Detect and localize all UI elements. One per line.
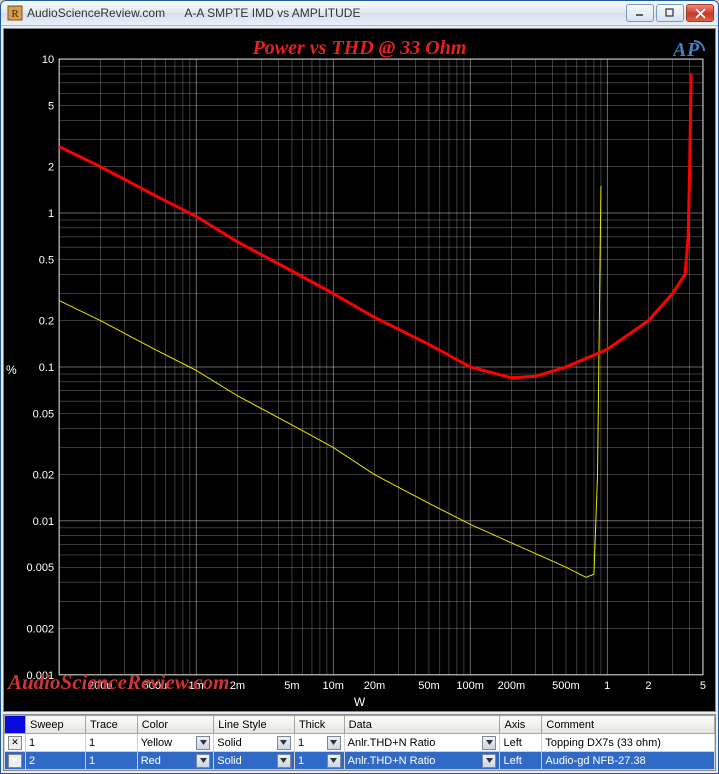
- linestyle-cell[interactable]: Solid: [214, 734, 295, 752]
- thick-cell[interactable]: 1: [294, 734, 344, 752]
- svg-text:10m: 10m: [322, 680, 343, 692]
- table-row[interactable]: ✕11YellowSolid1Anlr.THD+N RatioLeftToppi…: [5, 734, 715, 752]
- svg-text:20m: 20m: [364, 680, 385, 692]
- chevron-down-icon[interactable]: [277, 754, 291, 768]
- y-axis-label: %: [6, 363, 17, 377]
- chevron-down-icon[interactable]: [327, 736, 341, 750]
- chevron-down-icon[interactable]: [277, 736, 291, 750]
- svg-text:A: A: [673, 39, 686, 61]
- titlebar-site: AudioScienceReview.com: [27, 6, 165, 20]
- svg-text:10: 10: [42, 54, 54, 66]
- legend-table-area: SweepTraceColorLine StyleThickDataAxisCo…: [3, 714, 716, 771]
- svg-text:0.002: 0.002: [27, 624, 55, 636]
- table-body: ✕11YellowSolid1Anlr.THD+N RatioLeftToppi…: [5, 734, 715, 770]
- column-header[interactable]: Line Style: [214, 716, 295, 734]
- svg-text:2: 2: [645, 680, 651, 692]
- color-cell[interactable]: Yellow: [137, 734, 214, 752]
- svg-text:1: 1: [604, 680, 610, 692]
- svg-text:50m: 50m: [418, 680, 439, 692]
- svg-text:500m: 500m: [552, 680, 580, 692]
- svg-text:0.02: 0.02: [33, 470, 54, 482]
- titlebar: R AudioScienceReview.com A-A SMPTE IMD v…: [1, 1, 718, 26]
- color-cell[interactable]: Red: [137, 752, 214, 770]
- chevron-down-icon[interactable]: [196, 754, 210, 768]
- svg-text:5m: 5m: [284, 680, 299, 692]
- thick-cell[interactable]: 1: [294, 752, 344, 770]
- chevron-down-icon[interactable]: [482, 754, 496, 768]
- watermark: AudioScienceReview.com: [8, 670, 229, 695]
- color-header-cell: [5, 716, 26, 734]
- chevron-down-icon[interactable]: [482, 736, 496, 750]
- trace-cell: 1: [86, 734, 138, 752]
- row-close-icon[interactable]: ✕: [8, 736, 22, 750]
- chart-svg: 200u500u1m2m5m10m20m50m100m200m500m1250.…: [4, 29, 715, 711]
- svg-text:0.1: 0.1: [39, 362, 54, 374]
- svg-text:2: 2: [48, 162, 54, 174]
- trace-cell: 1: [86, 752, 138, 770]
- svg-text:100m: 100m: [456, 680, 484, 692]
- chevron-down-icon[interactable]: [327, 754, 341, 768]
- ap-logo: AP: [673, 37, 707, 67]
- svg-text:0.2: 0.2: [39, 316, 54, 328]
- titlebar-file: A-A SMPTE IMD vs AMPLITUDE: [184, 6, 360, 20]
- titlebar-text: AudioScienceReview.com A-A SMPTE IMD vs …: [27, 6, 626, 20]
- legend-table: SweepTraceColorLine StyleThickDataAxisCo…: [4, 715, 715, 770]
- sweep-cell: 1: [26, 734, 86, 752]
- linestyle-cell[interactable]: Solid: [214, 752, 295, 770]
- x-axis-label: W: [354, 695, 365, 709]
- svg-text:R: R: [11, 8, 19, 20]
- column-header[interactable]: Data: [344, 716, 500, 734]
- svg-text:5: 5: [48, 101, 54, 113]
- chart-area: 200u500u1m2m5m10m20m50m100m200m500m1250.…: [3, 28, 716, 712]
- svg-text:1: 1: [48, 208, 54, 220]
- svg-text:0.05: 0.05: [33, 408, 54, 420]
- column-header[interactable]: Comment: [542, 716, 715, 734]
- row-close-icon[interactable]: ✕: [8, 754, 22, 768]
- column-header[interactable]: Trace: [86, 716, 138, 734]
- comment-cell: Topping DX7s (33 ohm): [542, 734, 715, 752]
- app-icon: R: [7, 5, 23, 21]
- axis-cell: Left: [500, 734, 542, 752]
- data-cell[interactable]: Anlr.THD+N Ratio: [344, 734, 500, 752]
- table-header-row: SweepTraceColorLine StyleThickDataAxisCo…: [5, 716, 715, 734]
- svg-text:5: 5: [700, 680, 706, 692]
- svg-text:200m: 200m: [498, 680, 526, 692]
- sweep-cell: 2: [26, 752, 86, 770]
- table-row[interactable]: ✕21RedSolid1Anlr.THD+N RatioLeftAudio-gd…: [5, 752, 715, 770]
- svg-text:0.005: 0.005: [27, 562, 55, 574]
- column-header[interactable]: Axis: [500, 716, 542, 734]
- data-cell[interactable]: Anlr.THD+N Ratio: [344, 752, 500, 770]
- comment-cell: Audio-gd NFB-27.38: [542, 752, 715, 770]
- window-buttons: [626, 4, 714, 22]
- minimize-button[interactable]: [626, 4, 654, 22]
- svg-text:0.5: 0.5: [39, 254, 54, 266]
- chevron-down-icon[interactable]: [196, 736, 210, 750]
- chart-title: Power vs THD @ 33 Ohm: [253, 37, 467, 60]
- axis-cell: Left: [500, 752, 542, 770]
- column-header[interactable]: Color: [137, 716, 214, 734]
- maximize-button[interactable]: [656, 4, 684, 22]
- svg-text:0.01: 0.01: [33, 516, 54, 528]
- column-header[interactable]: Sweep: [26, 716, 86, 734]
- close-button[interactable]: [686, 4, 714, 22]
- app-window: R AudioScienceReview.com A-A SMPTE IMD v…: [0, 0, 719, 774]
- svg-text:2m: 2m: [230, 680, 245, 692]
- column-header[interactable]: Thick: [294, 716, 344, 734]
